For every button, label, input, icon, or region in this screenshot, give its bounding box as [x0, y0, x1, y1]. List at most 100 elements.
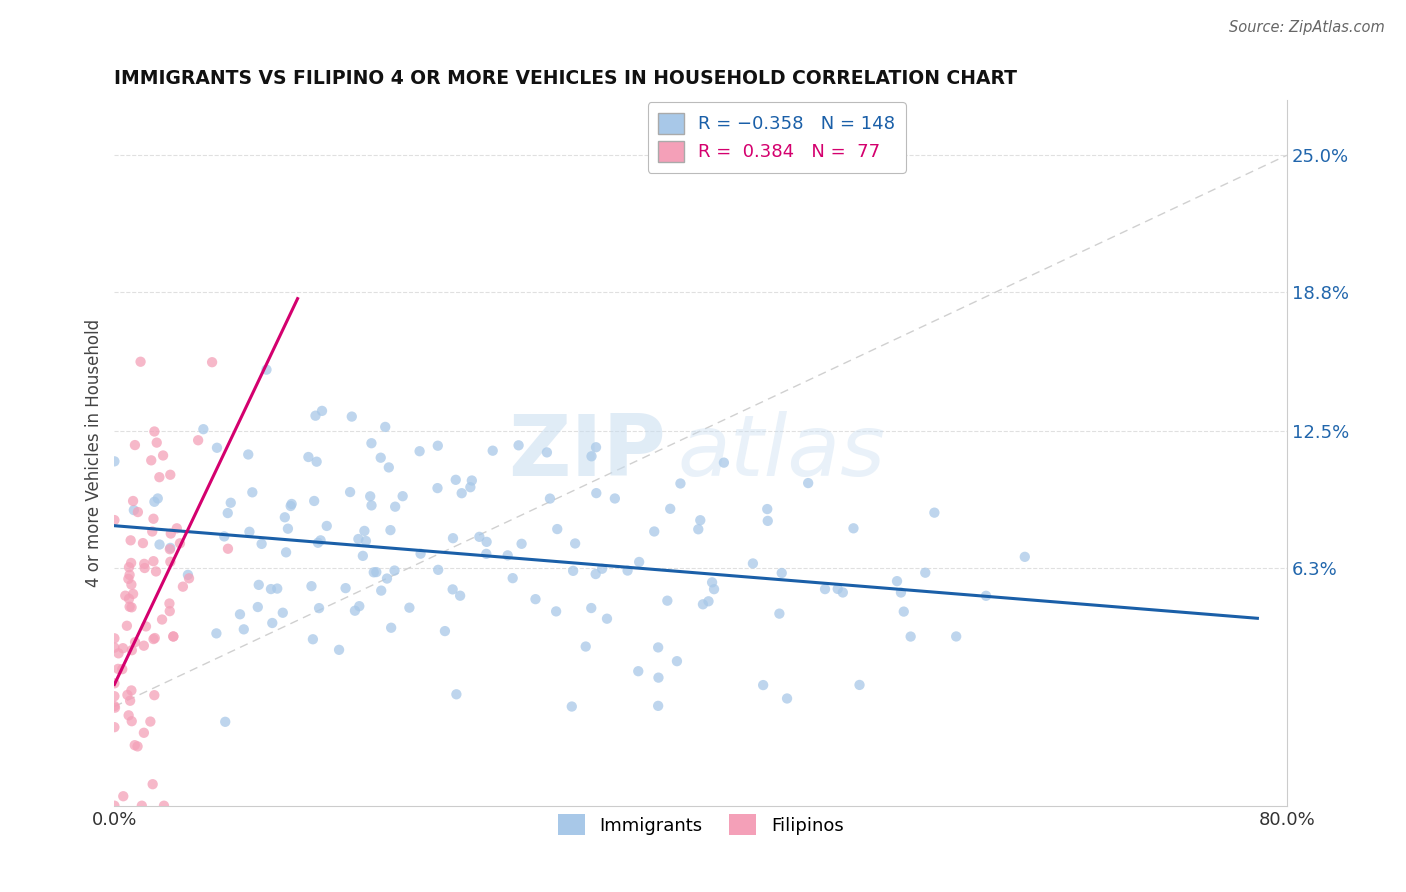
Point — [366, 565, 388, 579]
Point — [169, 536, 191, 550]
Point — [893, 605, 915, 619]
Point — [391, 489, 413, 503]
Point — [340, 409, 363, 424]
Point — [162, 630, 184, 644]
Point — [309, 533, 332, 548]
Point — [461, 474, 484, 488]
Point — [831, 585, 853, 599]
Point — [219, 496, 242, 510]
Point — [538, 491, 561, 506]
Point — [713, 456, 735, 470]
Point — [142, 777, 165, 791]
Y-axis label: 4 or more Vehicles in Household: 4 or more Vehicles in Household — [86, 318, 103, 587]
Point — [112, 789, 135, 804]
Point — [132, 639, 155, 653]
Point — [145, 565, 167, 579]
Point — [339, 485, 361, 500]
Point — [741, 557, 763, 571]
Point — [669, 476, 692, 491]
Point — [166, 521, 188, 535]
Point — [129, 355, 152, 369]
Point — [142, 554, 165, 568]
Point — [308, 601, 330, 615]
Point — [643, 524, 665, 539]
Point — [143, 631, 166, 645]
Point — [546, 604, 568, 618]
Point — [375, 572, 398, 586]
Point — [603, 491, 626, 506]
Point — [122, 494, 145, 508]
Point — [148, 470, 170, 484]
Point — [117, 708, 139, 723]
Point — [297, 450, 319, 464]
Point — [146, 491, 169, 506]
Point — [205, 626, 228, 640]
Point — [315, 519, 337, 533]
Point — [117, 688, 139, 702]
Point — [120, 533, 142, 548]
Point — [596, 612, 619, 626]
Point — [238, 524, 260, 539]
Point — [354, 533, 377, 548]
Point — [380, 621, 402, 635]
Point — [246, 600, 269, 615]
Point — [756, 514, 779, 528]
Point — [139, 714, 162, 729]
Point — [444, 473, 467, 487]
Text: Source: ZipAtlas.com: Source: ZipAtlas.com — [1229, 20, 1385, 35]
Point — [349, 599, 371, 614]
Point — [135, 619, 157, 633]
Point — [647, 671, 669, 685]
Point — [103, 513, 125, 527]
Point — [398, 600, 420, 615]
Point — [302, 632, 325, 647]
Point — [120, 694, 142, 708]
Point — [277, 522, 299, 536]
Point — [426, 439, 449, 453]
Point — [132, 536, 155, 550]
Point — [159, 467, 181, 482]
Point — [370, 583, 392, 598]
Point — [124, 738, 146, 752]
Point — [378, 460, 401, 475]
Point — [647, 640, 669, 655]
Point — [143, 425, 166, 439]
Point — [142, 632, 165, 646]
Point — [131, 798, 153, 813]
Point — [271, 606, 294, 620]
Point — [776, 691, 799, 706]
Point — [468, 530, 491, 544]
Point — [121, 714, 143, 729]
Point — [115, 619, 138, 633]
Point — [118, 599, 141, 614]
Point — [117, 572, 139, 586]
Point — [159, 541, 181, 555]
Point — [585, 567, 607, 582]
Point — [143, 495, 166, 509]
Point — [627, 664, 650, 678]
Point — [510, 537, 533, 551]
Point — [900, 630, 922, 644]
Point — [688, 522, 710, 536]
Point — [450, 486, 472, 500]
Point — [127, 505, 149, 519]
Point — [647, 698, 669, 713]
Point — [142, 512, 165, 526]
Point — [360, 499, 382, 513]
Point — [159, 604, 181, 618]
Point — [121, 600, 143, 615]
Point — [692, 597, 714, 611]
Point — [111, 662, 134, 676]
Point — [585, 440, 607, 454]
Point — [697, 594, 720, 608]
Point — [280, 499, 302, 513]
Point — [114, 589, 136, 603]
Point — [262, 615, 284, 630]
Point — [118, 560, 141, 574]
Point — [508, 438, 530, 452]
Point — [1014, 549, 1036, 564]
Point — [217, 541, 239, 556]
Point — [145, 435, 167, 450]
Point — [122, 503, 145, 517]
Point — [343, 604, 366, 618]
